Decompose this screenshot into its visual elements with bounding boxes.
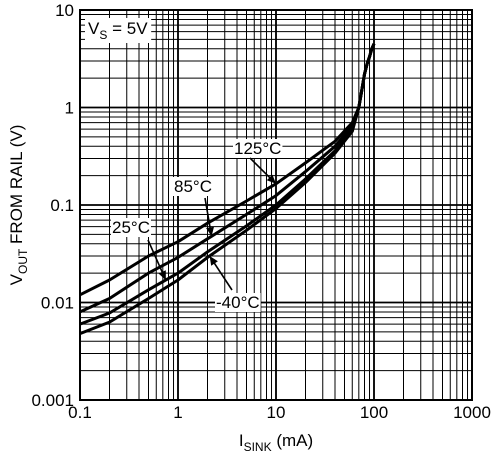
annotation-background xyxy=(233,139,283,158)
plot-frame xyxy=(79,9,473,401)
x-tick-label: 10 xyxy=(267,403,286,422)
condition-suffix: = 5V xyxy=(107,19,148,38)
condition-main: V xyxy=(88,19,100,38)
annotation-arrowhead xyxy=(206,226,214,237)
y-tick-label: 0.001 xyxy=(31,391,74,410)
series-lines xyxy=(79,43,376,335)
annotation-arrowhead xyxy=(158,270,166,281)
y-axis-title-main: V xyxy=(7,273,26,285)
tick-labels: 0.1 1 10 100 1000 10 1 0.1 0.01 0.001 xyxy=(31,1,490,422)
y-tick-label: 10 xyxy=(55,1,74,20)
x-axis-title-main: I xyxy=(239,431,244,450)
annotation-background xyxy=(173,177,213,196)
y-axis-title: VOUT FROM RAIL (V) xyxy=(7,125,30,286)
x-tick-label: 1 xyxy=(173,403,182,422)
x-axis-title: ISINK (mA) xyxy=(239,431,313,454)
y-tick-label: 0.1 xyxy=(50,196,74,215)
x-tick-label: 0.1 xyxy=(68,403,92,422)
x-tick-label: 100 xyxy=(360,403,388,422)
y-tick-label: 1 xyxy=(65,99,74,118)
y-axis-title-suffix: FROM RAIL (V) xyxy=(7,125,26,249)
x-axis-title-sub: SINK xyxy=(244,440,272,454)
x-axis-title-suffix: (mA) xyxy=(272,431,314,450)
x-tick-label: 1000 xyxy=(453,403,491,422)
annotation-background xyxy=(111,218,151,237)
annotations: 125°C 85°C 25°C -40°C xyxy=(111,139,283,312)
series-annotation-label: -40°C xyxy=(216,293,260,312)
series-annotation-label: 85°C xyxy=(174,177,212,196)
condition-label: VS = 5V xyxy=(88,19,148,42)
annotation-background xyxy=(215,293,261,312)
annotation-arrowhead xyxy=(266,174,276,184)
condition-sub: S xyxy=(99,28,107,42)
series-annotation-label: 125°C xyxy=(234,139,281,158)
y-tick-label: 0.01 xyxy=(41,294,74,313)
series-line xyxy=(79,43,376,335)
series-annotation-label: 25°C xyxy=(112,218,150,237)
y-axis-title-sub: OUT xyxy=(16,248,30,274)
series-line xyxy=(79,43,376,297)
annotation-arrowhead xyxy=(209,256,218,266)
condition-label-background xyxy=(85,18,152,43)
grid xyxy=(79,9,473,401)
